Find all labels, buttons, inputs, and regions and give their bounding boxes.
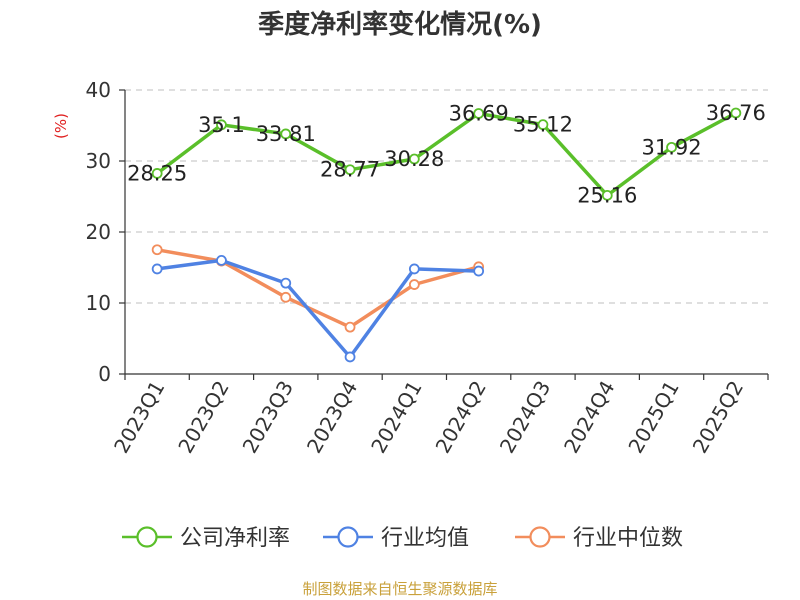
y-tick-label-10: 10 [86,291,111,315]
series-point-0-2024Q2 [473,108,485,119]
series-point-1-2024Q1 [408,263,420,275]
data-label-2023Q4: 28.77 [320,158,380,182]
legend-marker-1 [337,526,359,548]
x-tick-label-2023Q3: 2023Q3 [238,377,298,458]
legend-label-2: 行业中位数 [573,526,683,551]
grid-lines [125,89,768,304]
data-label-2024Q4: 25.16 [577,183,637,207]
x-tick-label-2023Q1: 2023Q1 [109,377,169,458]
data-label-2025Q2: 36.76 [706,101,766,125]
legend-marker-2 [529,526,551,548]
series-point-1-2023Q2 [216,254,227,266]
data-label-2025Q1: 31.92 [641,135,701,159]
series-point-2-2023Q4 [344,321,356,333]
legend-marker-0 [136,526,158,548]
data-label-2024Q3: 35.12 [513,113,573,137]
y-tick-label-20: 20 [86,220,111,244]
series-point-0-2024Q3 [537,119,549,131]
series-line-1 [155,258,481,359]
series-point-0-2023Q1 [151,168,163,179]
series-point-0-2025Q2 [730,107,742,119]
series-line-2 [155,248,481,329]
y-axis-unit-label: (%) [52,113,70,139]
chart-title: 季度净利率变化情况(%) [258,9,542,40]
series-point-0-2023Q2 [216,119,227,131]
series-point-2-2023Q1 [151,244,163,256]
x-tick-label-2024Q3: 2024Q3 [495,377,555,458]
x-tick-label-2025Q1: 2025Q1 [623,377,683,458]
series-point-0-2024Q1 [408,153,420,165]
series-point-2-2024Q1 [408,279,420,290]
data-label-2024Q1: 30.28 [384,147,444,171]
series-point-0-2023Q4 [344,164,356,176]
x-tick-label-2024Q1: 2024Q1 [366,377,426,458]
x-tick-label-2025Q2: 2025Q2 [688,377,748,458]
y-tick-label-30: 30 [86,149,111,173]
y-tick-label-40: 40 [86,78,111,102]
x-tick-label-2024Q4: 2024Q4 [559,377,619,458]
series-layer [151,107,742,363]
series-point-0-2023Q3 [280,128,292,140]
series-point-2-2023Q3 [280,291,292,303]
x-tick-label-2023Q4: 2023Q4 [302,377,362,458]
series-point-1-2024Q2 [473,265,485,277]
series-point-0-2024Q4 [601,189,613,201]
legend-label-0: 公司净利率 [180,526,290,551]
series-point-1-2023Q3 [280,277,292,289]
source-note: 制图数据来自恒生聚源数据库 [302,580,497,598]
data-label-2024Q2: 36.69 [449,102,509,126]
legend-label-1: 行业均值 [381,526,469,551]
data-label-2023Q2: 35.1 [198,113,245,137]
series-point-1-2023Q1 [151,263,163,275]
x-tick-label-2024Q2: 2024Q2 [431,377,491,458]
data-label-2023Q3: 33.81 [256,122,316,146]
series-line-0 [155,111,738,198]
data-label-2023Q1: 28.25 [127,161,187,185]
legend: 公司净利率 行业均值 行业中位数 [122,526,683,551]
series-point-1-2023Q4 [344,351,356,363]
series-point-0-2025Q1 [666,141,677,153]
y-tick-label-0: 0 [98,362,111,386]
x-tick-label-2023Q2: 2023Q2 [173,377,233,458]
